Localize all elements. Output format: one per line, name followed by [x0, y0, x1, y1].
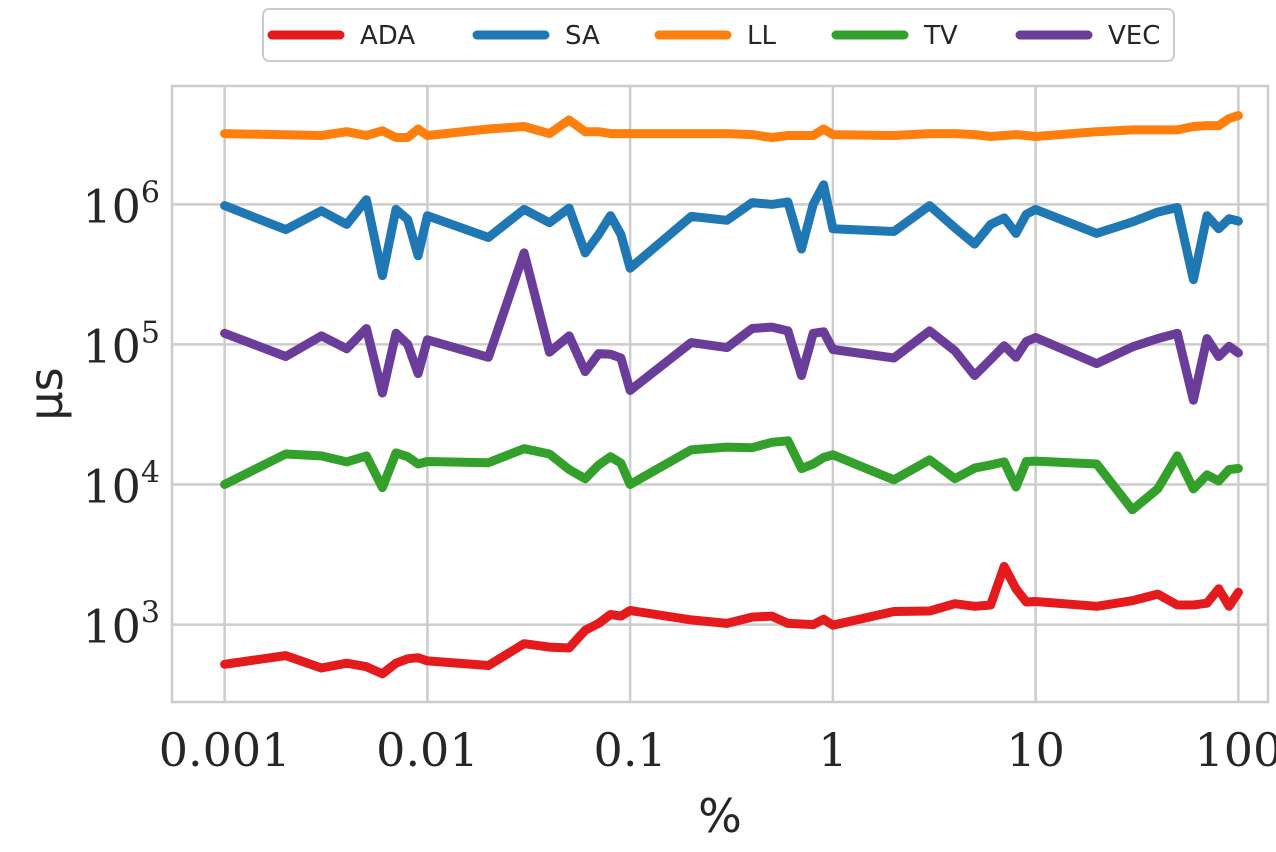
- legend-label-vec: VEC: [1108, 21, 1160, 51]
- series-line-vec: [220, 248, 1243, 405]
- x-axis-label: %: [698, 789, 742, 843]
- x-tick-label: 0.01: [376, 723, 478, 777]
- series-layer: [220, 111, 1243, 679]
- y-tick-label: 103: [82, 596, 160, 654]
- series-line-sa: [220, 180, 1243, 285]
- plot-frame: [170, 84, 1270, 704]
- legend-label-sa: SA: [565, 21, 600, 51]
- y-tick-label: 106: [82, 175, 160, 233]
- y-axis-label: μs: [19, 367, 73, 420]
- x-tick-label: 1: [818, 723, 847, 777]
- x-tick-label: 100: [1194, 723, 1276, 777]
- y-tick-labels: 103 104 105 106: [82, 175, 160, 653]
- y-tick-label: 105: [82, 315, 160, 373]
- x-tick-label: 0.1: [594, 723, 667, 777]
- legend-label-ada: ADA: [360, 21, 415, 51]
- x-tick-label: 0.001: [159, 723, 291, 777]
- y-tick-label: 104: [82, 456, 160, 514]
- legend-label-ll: LL: [747, 21, 776, 51]
- x-tick-labels: 0.001 0.01 0.1 1 10 100: [159, 723, 1276, 777]
- legend: ADA SA LL TV VEC: [262, 8, 1175, 62]
- legend-label-tv: TV: [923, 21, 958, 51]
- series-line-ada: [220, 561, 1243, 679]
- series-line-tv: [220, 436, 1243, 515]
- x-tick-label: 10: [1006, 723, 1065, 777]
- series-line-ll: [220, 111, 1243, 142]
